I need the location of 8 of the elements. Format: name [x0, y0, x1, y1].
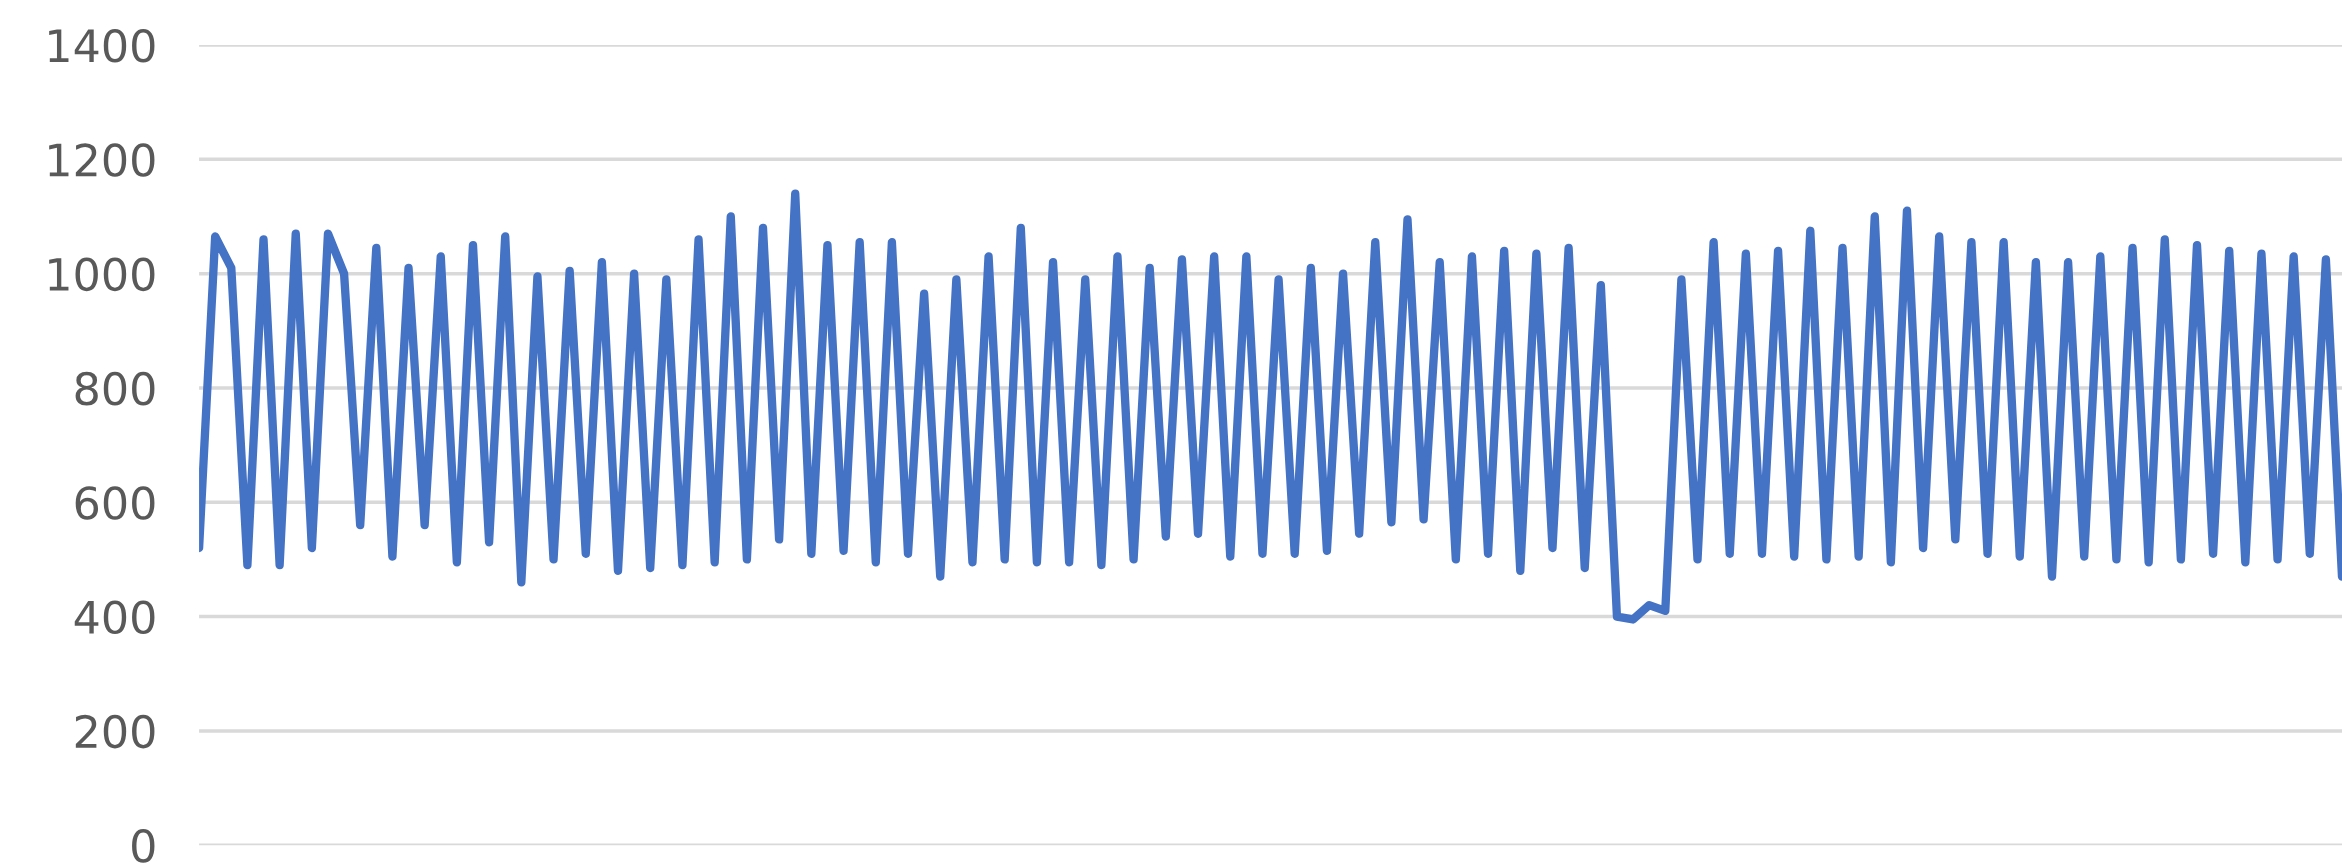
y-tick-label: 600 — [75, 486, 155, 520]
y-tick-label: 1000 — [49, 257, 155, 292]
y-tick-label: 800 — [75, 371, 155, 406]
y-tick-label: 1200 — [49, 143, 155, 177]
y-tick-label: 0 — [132, 829, 155, 863]
y-tick-label: 400 — [74, 600, 155, 635]
y-tick-label: 200 — [75, 714, 155, 749]
y-tick-label: 1400 — [49, 28, 155, 63]
